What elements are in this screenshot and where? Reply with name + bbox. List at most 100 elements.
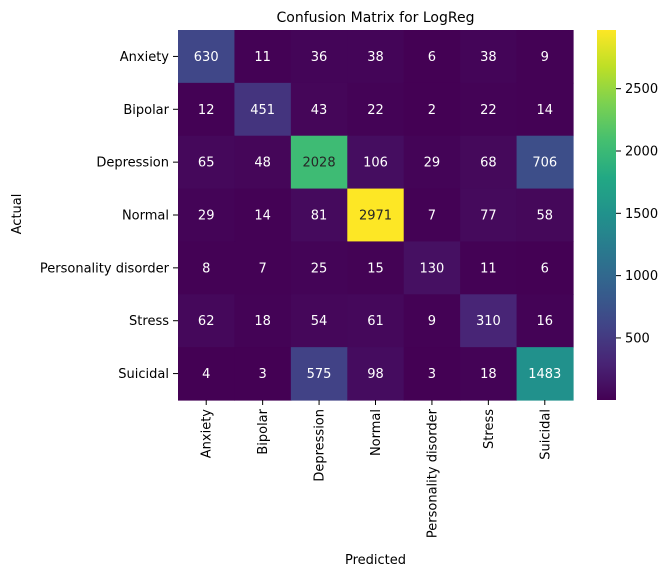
heatmap-cell <box>234 241 292 295</box>
cell-value-label: 706 <box>532 156 557 171</box>
heatmap-cell <box>347 294 405 348</box>
heatmap-cell <box>234 135 292 190</box>
cell-value-label: 4 <box>202 367 210 382</box>
heatmap-cell <box>290 294 348 348</box>
heatmap-cell <box>234 294 292 348</box>
heatmap-cell <box>403 30 461 84</box>
cell-value-label: 1483 <box>528 367 561 382</box>
colorbar-tick-label: 1000 <box>625 269 658 284</box>
cell-value-label: 3 <box>428 367 436 382</box>
cell-value-label: 14 <box>254 209 271 224</box>
x-tick-label: Normal <box>369 409 384 456</box>
cell-value-label: 11 <box>254 50 271 65</box>
cell-value-label: 8 <box>202 261 210 276</box>
cell-value-label: 81 <box>311 209 328 224</box>
heatmap-cell <box>516 82 574 137</box>
y-tick-label: Anxiety <box>120 50 170 65</box>
cell-value-label: 77 <box>480 209 497 224</box>
heatmap-cell <box>234 347 292 401</box>
cell-value-label: 106 <box>363 156 388 171</box>
heatmap-cell <box>178 30 236 84</box>
cell-value-label: 575 <box>307 367 332 382</box>
x-tick-label: Suicidal <box>538 409 553 460</box>
y-tick-label: Suicidal <box>118 367 169 382</box>
heatmap-cell <box>347 241 405 295</box>
heatmap-cell <box>460 188 518 243</box>
cell-value-label: 7 <box>428 209 436 224</box>
colorbar-tick-label: 2500 <box>625 82 658 97</box>
cell-value-label: 18 <box>254 314 271 329</box>
cell-value-label: 9 <box>541 50 549 65</box>
cell-value-label: 62 <box>198 314 215 329</box>
heatmap-cell <box>460 82 518 137</box>
heatmap-cell <box>290 82 348 137</box>
heatmap-cell <box>403 82 461 137</box>
heatmap-cell <box>403 294 461 348</box>
cell-value-label: 58 <box>537 209 554 224</box>
cell-value-label: 43 <box>311 103 328 118</box>
heatmap-cell <box>234 30 292 84</box>
cell-value-label: 2971 <box>359 209 392 224</box>
heatmap-cell <box>516 347 574 401</box>
cell-value-label: 98 <box>367 367 384 382</box>
x-axis-label: Predicted <box>345 553 406 568</box>
cell-value-label: 310 <box>476 314 501 329</box>
colorbar: 500 1000 1500 2000 2500 <box>597 30 658 400</box>
heatmap-cell <box>234 82 292 137</box>
heatmap-cell <box>347 347 405 401</box>
heatmap-cell <box>347 82 405 137</box>
cell-value-label: 54 <box>311 314 328 329</box>
cell-value-label: 2028 <box>303 156 336 171</box>
heatmap-cell <box>403 188 461 243</box>
cell-value-label: 130 <box>420 261 445 276</box>
cell-value-label: 18 <box>480 367 497 382</box>
heatmap-cell <box>178 82 236 137</box>
cell-value-label: 29 <box>198 209 215 224</box>
x-tick-label: Anxiety <box>200 409 215 459</box>
colorbar-tick-label: 2000 <box>625 145 658 160</box>
cell-value-label: 12 <box>198 103 215 118</box>
cell-value-label: 451 <box>250 103 275 118</box>
heatmap-cell <box>516 241 574 295</box>
heatmap-cell <box>178 241 236 295</box>
heatmap-cell <box>178 347 236 401</box>
x-tick-label: Stress <box>482 409 497 449</box>
colorbar-tick-label: 500 <box>625 331 650 346</box>
heatmap-cell <box>460 294 518 348</box>
y-tick-label: Normal <box>122 209 169 224</box>
heatmap-cell <box>403 241 461 295</box>
heatmap-cell <box>403 347 461 401</box>
heatmap-cell <box>290 241 348 295</box>
cell-value-label: 22 <box>367 103 384 118</box>
cell-value-label: 15 <box>367 261 384 276</box>
cell-value-label: 14 <box>537 103 554 118</box>
cell-value-label: 3 <box>258 367 266 382</box>
y-axis: Anxiety Bipolar Depression Normal Personalit… <box>40 50 178 382</box>
colorbar-tick-label: 1500 <box>625 207 658 222</box>
heatmap-cell <box>234 188 292 243</box>
y-axis-label: Actual <box>10 194 25 235</box>
heatmap-cell <box>290 30 348 84</box>
x-tick-label: Personality disorder <box>425 408 440 538</box>
heatmap-cell <box>460 135 518 190</box>
heatmap-cell <box>290 188 348 243</box>
heatmap-cell <box>290 347 348 401</box>
heatmap-cell <box>403 135 461 190</box>
heatmap-cell <box>460 30 518 84</box>
heatmap-cell <box>516 294 574 348</box>
cell-value-label: 68 <box>480 156 497 171</box>
y-tick-label: Depression <box>96 156 169 171</box>
heatmap-cell <box>178 188 236 243</box>
cell-value-label: 6 <box>428 50 436 65</box>
y-tick-label: Bipolar <box>123 103 169 118</box>
heatmap-cell <box>178 294 236 348</box>
cell-value-label: 25 <box>311 261 328 276</box>
heatmap-cell <box>516 188 574 243</box>
cell-value-label: 36 <box>311 50 328 65</box>
heatmap-cell <box>460 347 518 401</box>
cell-value-label: 16 <box>537 314 554 329</box>
x-axis: Anxiety Bipolar Depression Normal Personalit… <box>200 400 553 538</box>
cell-value-label: 65 <box>198 156 215 171</box>
